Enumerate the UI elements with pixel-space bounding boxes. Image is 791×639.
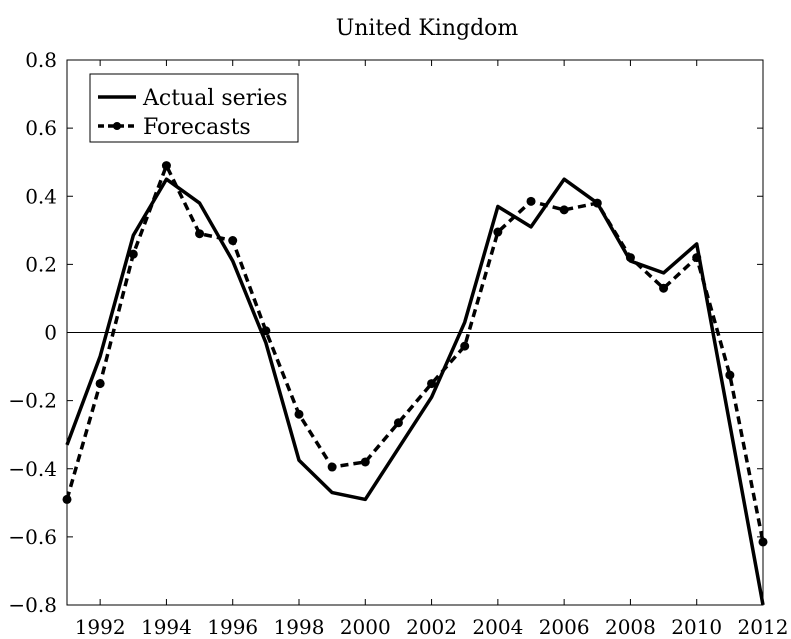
forecast-point <box>692 253 701 262</box>
y-tick-label: −0.6 <box>8 525 57 549</box>
x-tick-label: 1998 <box>274 615 325 639</box>
x-tick-label: 1996 <box>207 615 258 639</box>
forecast-point <box>659 284 668 293</box>
forecast-point <box>394 418 403 427</box>
forecast-point <box>96 379 105 388</box>
x-tick-label: 2002 <box>406 615 457 639</box>
forecast-point <box>493 228 502 237</box>
forecast-point <box>527 197 536 206</box>
y-tick-label: 0.2 <box>25 252 57 276</box>
legend-label-forecast: Forecasts <box>143 115 251 140</box>
y-tick-label: 0.4 <box>25 184 57 208</box>
forecast-point <box>593 199 602 208</box>
y-tick-label: −0.4 <box>8 457 57 481</box>
forecast-point <box>295 410 304 419</box>
y-tick-label: 0 <box>44 321 57 345</box>
x-tick-label: 2006 <box>539 615 590 639</box>
forecast-point <box>162 161 171 170</box>
actual-series-line <box>67 179 763 605</box>
forecast-point <box>261 326 270 335</box>
x-tick-label: 2010 <box>671 615 722 639</box>
forecast-point <box>129 250 138 259</box>
forecast-point <box>361 457 370 466</box>
x-tick-label: 1994 <box>141 615 192 639</box>
legend: Actual series Forecasts <box>90 74 298 142</box>
forecast-point <box>427 379 436 388</box>
x-tick-label: 2008 <box>605 615 656 639</box>
forecast-point <box>228 236 237 245</box>
x-tick-label: 2012 <box>738 615 789 639</box>
forecast-point <box>626 253 635 262</box>
y-tick-label: 0.6 <box>25 116 57 140</box>
forecast-point <box>328 463 337 472</box>
series-layer <box>63 161 768 605</box>
x-tick-label: 2004 <box>472 615 523 639</box>
forecast-point <box>759 537 768 546</box>
forecast-point <box>460 342 469 351</box>
forecast-point <box>725 371 734 380</box>
x-axis-ticks: 1992 1994 1996 1998 2000 2002 2004 2006 2008 2010… <box>75 60 789 639</box>
x-tick-label: 2000 <box>340 615 391 639</box>
forecast-point <box>560 205 569 214</box>
chart-title: United Kingdom <box>336 16 519 41</box>
forecast-point <box>195 229 204 238</box>
y-tick-label: −0.2 <box>8 389 57 413</box>
x-tick-label: 1992 <box>75 615 126 639</box>
forecast-point <box>63 495 72 504</box>
forecasts-line <box>67 166 763 542</box>
legend-marker-forecast <box>113 122 121 130</box>
legend-label-actual: Actual series <box>142 86 288 111</box>
y-tick-label: −0.8 <box>8 593 57 617</box>
y-tick-label: 0.8 <box>25 48 57 72</box>
